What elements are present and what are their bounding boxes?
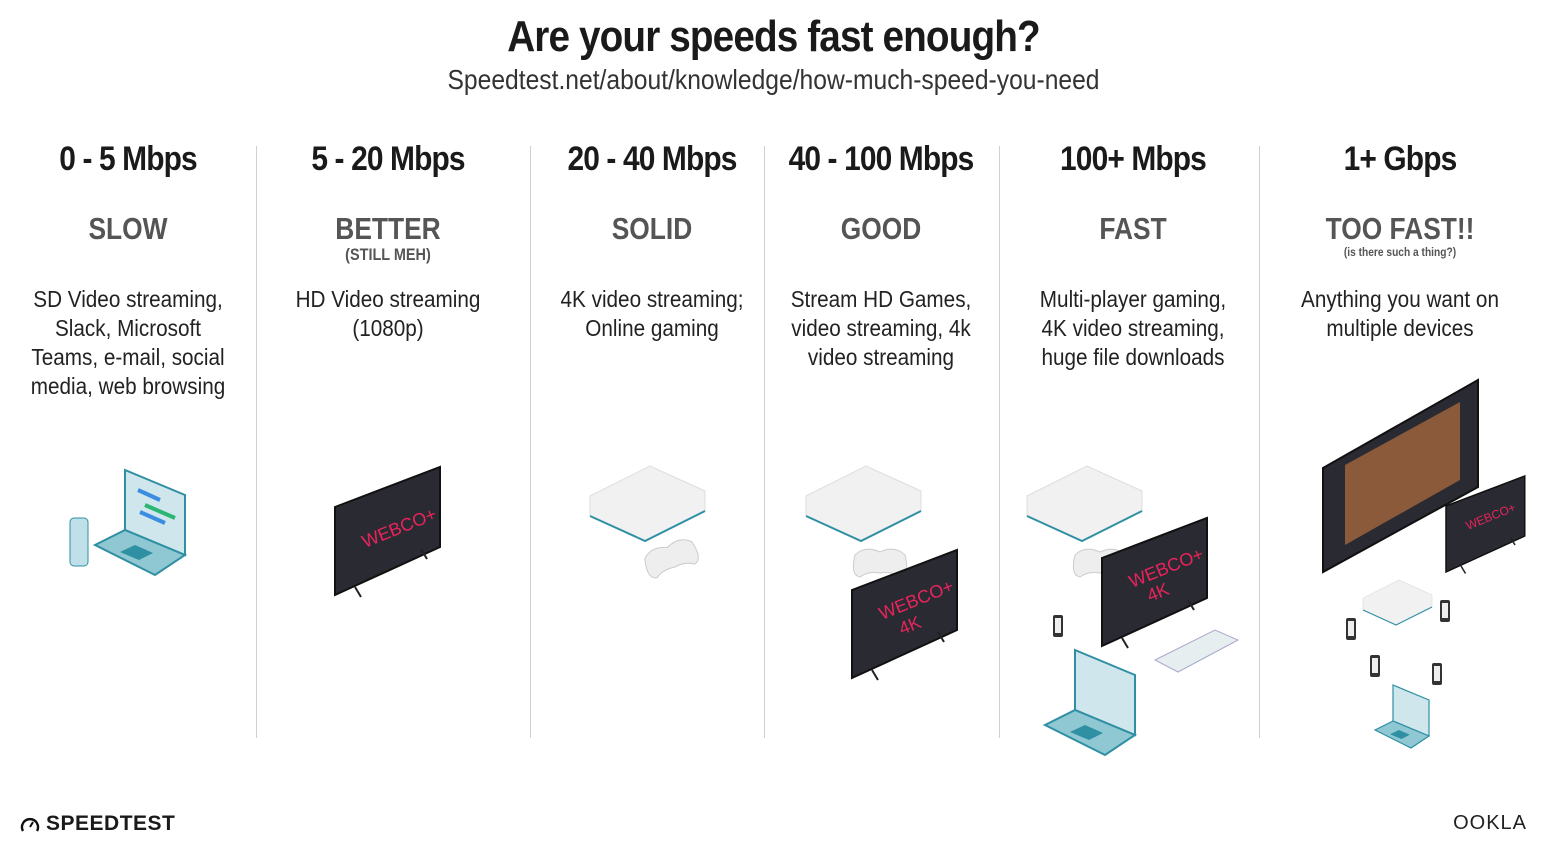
game-console-tv-icon: WEBCO+ 4K xyxy=(805,465,958,681)
speed-rating: BETTER xyxy=(335,211,441,246)
speed-range: 20 - 40 Mbps xyxy=(567,140,737,178)
column-divider xyxy=(1259,146,1260,738)
use-description: 4K video streaming; Online gaming xyxy=(560,286,744,341)
use-description: Stream HD Games, video streaming, 4k vid… xyxy=(790,286,972,370)
multiple-devices-icon: WEBCO+ xyxy=(1322,378,1526,749)
speed-range: 0 - 5 Mbps xyxy=(59,140,197,178)
speed-tier-fast: 100+ Mbps FAST Multi-player gaming, 4K v… xyxy=(1013,140,1253,372)
use-description: SD Video streaming, Slack, Microsoft Tea… xyxy=(30,286,226,399)
tv-icon: WEBCO+ xyxy=(334,466,441,598)
use-description: HD Video streaming (1080p) xyxy=(295,286,481,341)
source-url: Speedtest.net/about/knowledge/how-much-s… xyxy=(447,64,1100,95)
speed-rating: SLOW xyxy=(88,211,168,246)
game-console-icon xyxy=(589,465,706,581)
page-title: Are your speeds fast enough? xyxy=(507,12,1040,61)
laptop-icon xyxy=(69,469,186,576)
phone-icon xyxy=(69,517,89,567)
rating-note: (is there such a thing?) xyxy=(1343,245,1457,259)
gamepad-icon xyxy=(640,535,702,581)
speed-tier-better: 5 - 20 Mbps BETTER (STILL MEH) HD Video … xyxy=(278,140,498,343)
speed-rating: FAST xyxy=(1099,211,1167,246)
multi-device-icon: WEBCO+ 4K xyxy=(1026,465,1240,756)
use-description: Multi-player gaming, 4K video streaming,… xyxy=(1039,286,1227,370)
speedtest-logo-text: SPEEDTEST xyxy=(46,812,176,835)
speed-range: 100+ Mbps xyxy=(1060,140,1207,178)
speed-tier-good: 40 - 100 Mbps GOOD Stream HD Games, vide… xyxy=(771,140,991,372)
speed-tier-slow: 0 - 5 Mbps SLOW SD Video streaming, Slac… xyxy=(8,140,248,401)
column-divider xyxy=(530,146,531,738)
speed-tier-too-fast: 1+ Gbps TOO FAST!! (is there such a thin… xyxy=(1280,140,1520,343)
speed-rating: TOO FAST!! xyxy=(1325,211,1475,246)
gauge-icon xyxy=(20,818,40,832)
ookla-logo: OOKLA xyxy=(1453,812,1527,834)
speed-range: 1+ Gbps xyxy=(1343,140,1458,178)
rating-note: (STILL MEH) xyxy=(345,245,431,264)
column-divider xyxy=(999,146,1000,738)
speed-rating: SOLID xyxy=(611,211,693,246)
column-divider xyxy=(764,146,765,738)
speedtest-logo: SPEEDTEST xyxy=(20,812,175,836)
use-description: Anything you want on multiple devices xyxy=(1301,286,1499,341)
speed-range: 5 - 20 Mbps xyxy=(311,140,465,178)
speed-range: 40 - 100 Mbps xyxy=(788,140,975,178)
speed-rating: GOOD xyxy=(840,211,922,246)
speed-tier-solid: 20 - 40 Mbps SOLID 4K video streaming; O… xyxy=(542,140,762,343)
column-divider xyxy=(256,146,257,738)
